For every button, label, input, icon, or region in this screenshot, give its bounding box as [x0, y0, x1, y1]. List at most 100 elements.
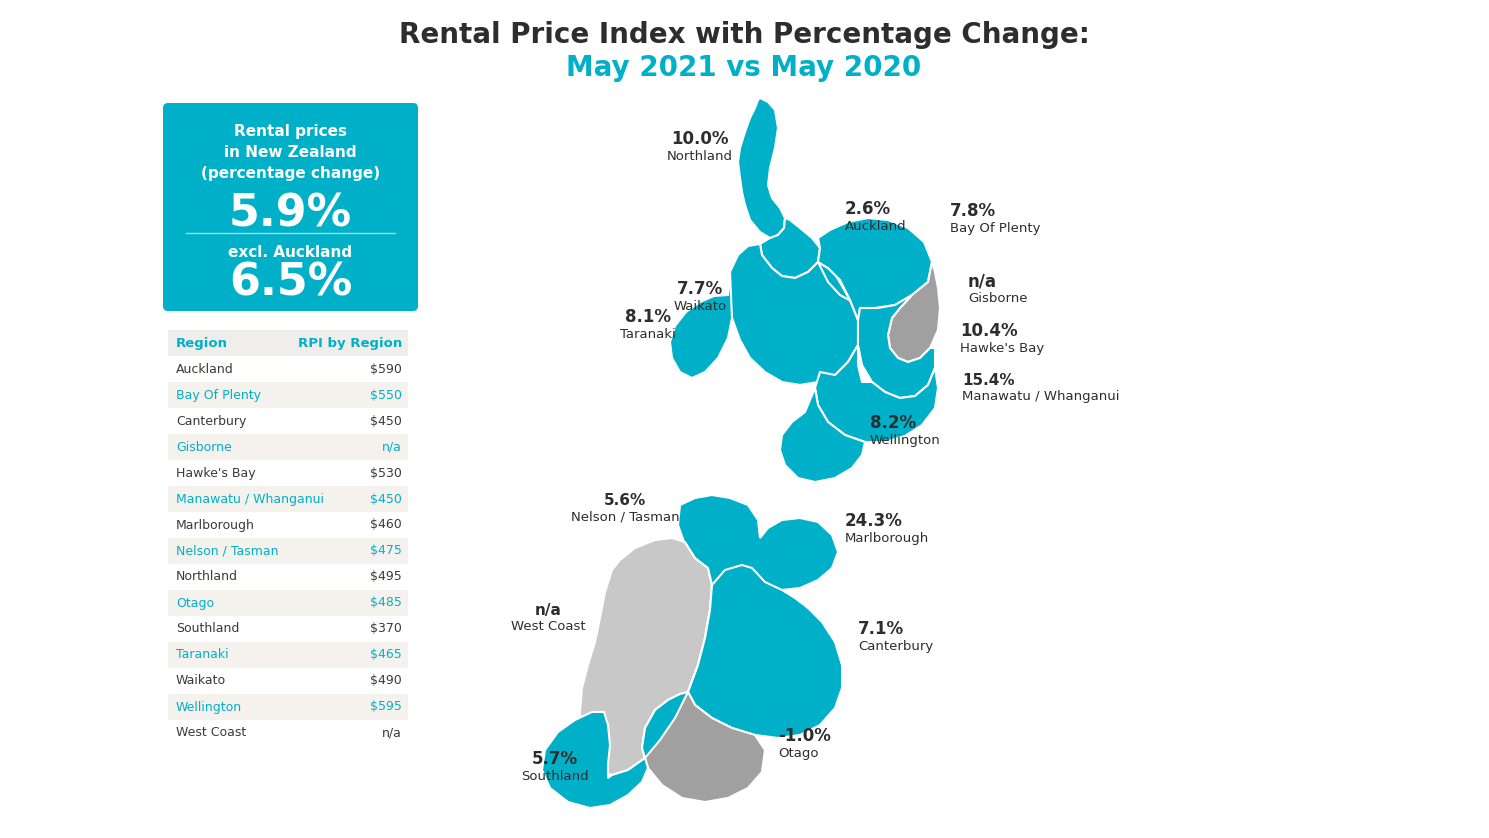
Text: Bay Of Plenty: Bay Of Plenty: [176, 389, 261, 401]
Text: Wellington: Wellington: [176, 701, 243, 713]
Bar: [168, 434, 408, 460]
Polygon shape: [817, 218, 932, 320]
Text: 8.1%: 8.1%: [625, 308, 672, 326]
Text: 10.0%: 10.0%: [672, 130, 728, 148]
Text: Nelson / Tasman: Nelson / Tasman: [570, 510, 679, 523]
Text: $475: $475: [371, 545, 402, 557]
Text: Manawatu / Whanganui: Manawatu / Whanganui: [962, 390, 1120, 403]
Text: Southland: Southland: [521, 770, 588, 783]
Polygon shape: [677, 495, 841, 738]
Text: Waikato: Waikato: [673, 300, 727, 313]
Text: Marlborough: Marlborough: [176, 519, 255, 531]
Bar: [168, 538, 408, 564]
Text: Wellington: Wellington: [870, 434, 941, 447]
Text: 5.6%: 5.6%: [605, 493, 646, 508]
Text: West Coast: West Coast: [176, 727, 246, 739]
Text: Bay Of Plenty: Bay Of Plenty: [950, 222, 1041, 235]
Bar: [168, 408, 408, 434]
Polygon shape: [780, 388, 865, 482]
Polygon shape: [887, 262, 940, 362]
Polygon shape: [688, 565, 841, 738]
Bar: [168, 564, 408, 590]
Bar: [168, 590, 408, 616]
Text: 5.9%: 5.9%: [229, 193, 351, 235]
Polygon shape: [759, 218, 820, 278]
Text: Northland: Northland: [176, 571, 238, 583]
Text: Auckland: Auckland: [176, 363, 234, 375]
Text: Otago: Otago: [777, 747, 819, 760]
Text: Hawke's Bay: Hawke's Bay: [176, 467, 256, 479]
Text: 15.4%: 15.4%: [962, 373, 1014, 388]
Polygon shape: [677, 495, 759, 570]
Text: $450: $450: [371, 493, 402, 505]
Text: 6.5%: 6.5%: [229, 261, 351, 304]
Polygon shape: [742, 505, 838, 590]
Text: n/a: n/a: [383, 441, 402, 453]
Text: Rental prices
in New Zealand
(percentage change): Rental prices in New Zealand (percentage…: [201, 123, 380, 180]
FancyBboxPatch shape: [162, 103, 418, 311]
Bar: [168, 694, 408, 720]
Text: n/a: n/a: [383, 727, 402, 739]
Text: Taranaki: Taranaki: [619, 328, 676, 341]
Text: $465: $465: [371, 649, 402, 661]
Text: 2.6%: 2.6%: [844, 200, 890, 218]
Bar: [168, 642, 408, 668]
Text: Canterbury: Canterbury: [858, 640, 934, 653]
Text: Canterbury: Canterbury: [176, 415, 246, 427]
Bar: [168, 356, 408, 382]
Text: Waikato: Waikato: [176, 675, 226, 687]
Text: Region: Region: [176, 337, 228, 349]
Polygon shape: [642, 692, 765, 802]
Text: Manawatu / Whanganui: Manawatu / Whanganui: [176, 493, 325, 505]
Polygon shape: [814, 345, 938, 442]
Polygon shape: [858, 295, 935, 398]
Bar: [168, 512, 408, 538]
Text: Northland: Northland: [667, 150, 733, 163]
Polygon shape: [670, 272, 733, 378]
Polygon shape: [728, 244, 858, 385]
Text: RPI by Region: RPI by Region: [298, 337, 402, 349]
Text: 7.8%: 7.8%: [950, 202, 996, 220]
Text: West Coast: West Coast: [511, 620, 585, 633]
Text: 7.7%: 7.7%: [677, 280, 724, 298]
Bar: [168, 668, 408, 694]
Text: Otago: Otago: [176, 597, 214, 609]
Text: Southland: Southland: [176, 623, 240, 635]
Polygon shape: [817, 218, 932, 308]
Text: Gisborne: Gisborne: [176, 441, 232, 453]
Text: $370: $370: [371, 623, 402, 635]
Text: Auckland: Auckland: [844, 220, 907, 233]
Bar: [168, 460, 408, 486]
Text: $530: $530: [371, 467, 402, 479]
Bar: [168, 720, 408, 746]
Text: 8.2%: 8.2%: [870, 414, 916, 432]
Bar: [168, 616, 408, 642]
Text: $550: $550: [369, 389, 402, 401]
Text: n/a: n/a: [535, 603, 561, 618]
Text: Hawke's Bay: Hawke's Bay: [960, 342, 1044, 355]
Text: $490: $490: [371, 675, 402, 687]
Text: Marlborough: Marlborough: [844, 532, 929, 545]
Text: Taranaki: Taranaki: [176, 649, 229, 661]
Text: Gisborne: Gisborne: [968, 292, 1027, 305]
Text: 5.7%: 5.7%: [532, 750, 578, 768]
Text: $590: $590: [371, 363, 402, 375]
Bar: [168, 330, 408, 356]
Text: excl. Auckland: excl. Auckland: [228, 245, 353, 260]
Text: -1.0%: -1.0%: [777, 727, 831, 745]
Polygon shape: [542, 692, 688, 808]
Polygon shape: [581, 538, 712, 775]
Text: May 2021 vs May 2020: May 2021 vs May 2020: [566, 54, 922, 82]
Text: Nelson / Tasman: Nelson / Tasman: [176, 545, 278, 557]
Text: n/a: n/a: [968, 272, 998, 290]
Polygon shape: [739, 98, 785, 238]
Text: 7.1%: 7.1%: [858, 620, 904, 638]
Bar: [168, 486, 408, 512]
Bar: [168, 382, 408, 408]
Text: 10.4%: 10.4%: [960, 322, 1017, 340]
Text: $595: $595: [371, 701, 402, 713]
Text: $460: $460: [371, 519, 402, 531]
Text: 24.3%: 24.3%: [844, 512, 902, 530]
Text: $485: $485: [371, 597, 402, 609]
Text: $450: $450: [371, 415, 402, 427]
